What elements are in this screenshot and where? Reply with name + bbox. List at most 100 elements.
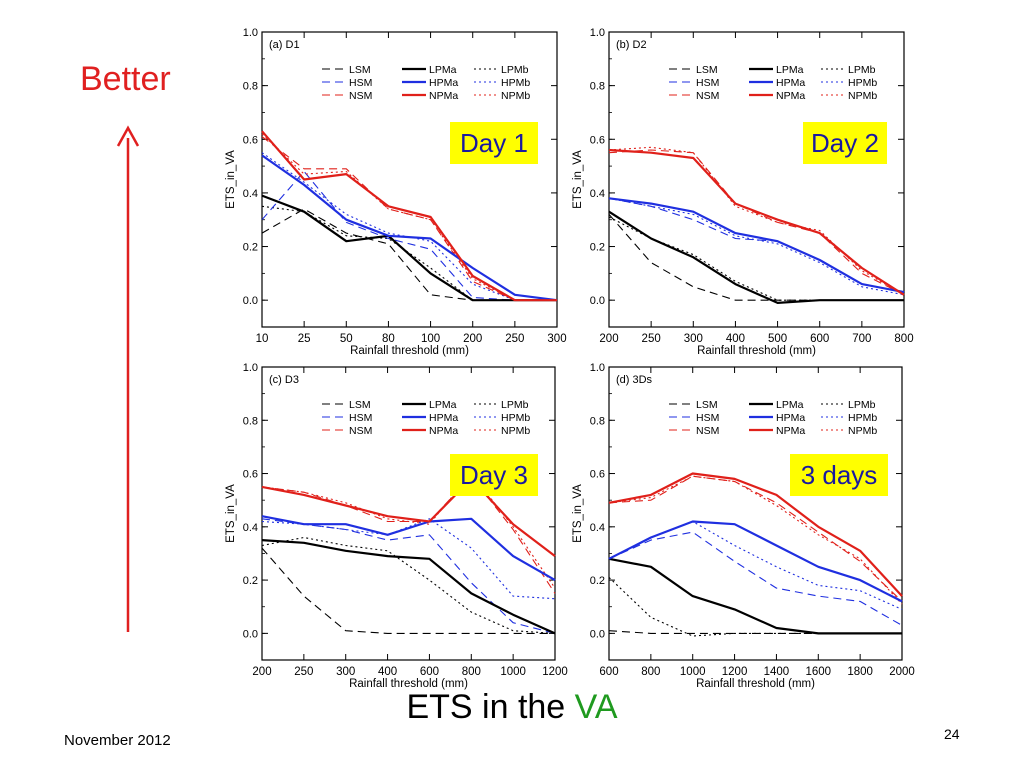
y-tick-label: 0.2 — [590, 575, 605, 587]
plot-frame — [608, 366, 903, 661]
legend-entry: LPMb — [848, 399, 876, 411]
y-tick-label: 0.2 — [243, 575, 258, 587]
x-tick-label: 600 — [599, 666, 618, 678]
y-tick-label: 0.4 — [243, 188, 258, 200]
series-line-NPMa — [261, 130, 557, 302]
day-box — [790, 454, 888, 496]
legend-entry: HSM — [349, 412, 372, 424]
better-arrow-head — [116, 125, 140, 147]
slide-title: ETS in the VA — [0, 688, 1024, 727]
series-line-HPMa — [608, 197, 905, 294]
y-tick-label: 0.0 — [590, 628, 605, 640]
legend-entry: HPMb — [501, 77, 530, 89]
series-line-NPMb — [608, 475, 903, 605]
y-tick-label: 0.0 — [243, 628, 258, 640]
legend-entry: LPMa — [776, 64, 804, 76]
y-tick-label: 0.8 — [590, 415, 605, 427]
x-tick-label: 300 — [336, 666, 355, 678]
x-tick-label: 1800 — [847, 666, 873, 678]
legend-entry: LSM — [349, 64, 371, 76]
series-line-NPMb — [608, 146, 905, 296]
y-axis-label: ETS_in_VA — [225, 484, 237, 543]
legend-entry: NPMb — [848, 425, 877, 437]
y-tick-label: 0.0 — [590, 295, 605, 307]
legend-entry: HPMa — [429, 77, 458, 89]
x-tick-label: 1200 — [542, 666, 568, 678]
x-tick-label: 600 — [810, 333, 829, 345]
legend-entry: NPMa — [429, 425, 458, 437]
x-tick-label: 1600 — [805, 666, 831, 678]
title-highlight: VA — [574, 688, 618, 726]
legend-entry: HSM — [696, 77, 719, 89]
y-tick-label: 0.4 — [243, 522, 258, 534]
y-tick-label: 0.8 — [590, 81, 605, 93]
x-tick-label: 800 — [462, 666, 481, 678]
series-line-NSM — [261, 475, 556, 594]
y-tick-label: 0.4 — [590, 188, 605, 200]
series-line-HPMa — [261, 515, 556, 582]
day-box — [450, 454, 538, 496]
day-label: Day 1 — [460, 128, 528, 158]
x-axis-label: Rainfall threshold (mm) — [349, 678, 468, 690]
series-line-HPMa — [608, 520, 903, 603]
series-line-LPMa — [608, 557, 902, 635]
legend-entry: HSM — [349, 77, 372, 89]
legend-entry: NSM — [696, 425, 719, 437]
day-label: 3 days — [801, 460, 878, 490]
panel-label: (d) 3Ds — [616, 374, 653, 386]
y-tick-label: 0.6 — [590, 469, 605, 481]
x-tick-label: 10 — [256, 333, 269, 345]
legend-entry: NPMa — [429, 90, 458, 102]
x-tick-label: 1000 — [500, 666, 526, 678]
y-axis-label: ETS_in_VA — [572, 484, 584, 543]
x-tick-label: 800 — [894, 333, 913, 345]
x-axis-label: Rainfall threshold (mm) — [350, 345, 469, 357]
day-box — [803, 122, 887, 164]
x-tick-label: 50 — [340, 333, 353, 345]
legend-entry: LPMb — [501, 64, 529, 76]
legend-entry: LPMb — [501, 399, 529, 411]
legend-entry: NPMa — [776, 425, 805, 437]
legend-entry: LPMa — [429, 64, 457, 76]
legend-entry: LSM — [349, 399, 371, 411]
y-axis-label: ETS_in_VA — [225, 150, 237, 209]
legend-entry: NPMa — [776, 90, 805, 102]
y-tick-label: 1.0 — [243, 362, 258, 374]
x-tick-label: 400 — [726, 333, 745, 345]
series-line-HPMb — [608, 197, 905, 296]
x-tick-label: 200 — [463, 333, 482, 345]
legend-entry: HSM — [696, 412, 719, 424]
series-line-LPMb — [608, 577, 902, 637]
legend-entry: LPMa — [429, 399, 457, 411]
y-tick-label: 0.0 — [243, 295, 258, 307]
x-tick-label: 300 — [547, 333, 566, 345]
panel-label: (a) D1 — [269, 39, 300, 51]
series-line-HPMb — [261, 518, 556, 600]
series-line-NPMa — [261, 477, 556, 557]
x-tick-label: 100 — [421, 333, 440, 345]
legend-entry: LPMa — [776, 399, 804, 411]
x-tick-label: 600 — [420, 666, 439, 678]
y-tick-label: 0.4 — [590, 522, 605, 534]
title-prefix: ETS in the — [406, 688, 575, 726]
legend-entry: NSM — [696, 90, 719, 102]
x-tick-label: 80 — [382, 333, 395, 345]
legend-entry: NSM — [349, 425, 372, 437]
y-tick-label: 1.0 — [590, 27, 605, 39]
panel-label: (b) D2 — [616, 39, 647, 51]
legend-entry: HPMa — [776, 412, 805, 424]
y-tick-label: 0.6 — [590, 134, 605, 146]
series-line-LSM — [261, 547, 555, 634]
panel-3: 0.0 0.2 0.4 0.6 0.8 1.0 200 250 300 400 600 800 1000… — [225, 362, 568, 690]
series-line-NPMa — [608, 148, 905, 296]
legend-entry: HPMa — [429, 412, 458, 424]
series-line-LSM — [261, 208, 557, 301]
series-line-HPMa — [261, 154, 558, 302]
x-tick-label: 800 — [641, 666, 660, 678]
day-box — [450, 122, 538, 164]
legend-entry: NPMb — [848, 90, 877, 102]
x-tick-label: 500 — [768, 333, 787, 345]
series-line-LPMa — [608, 210, 904, 304]
page-number: 24 — [944, 726, 960, 742]
legend-entry: HPMb — [848, 412, 877, 424]
